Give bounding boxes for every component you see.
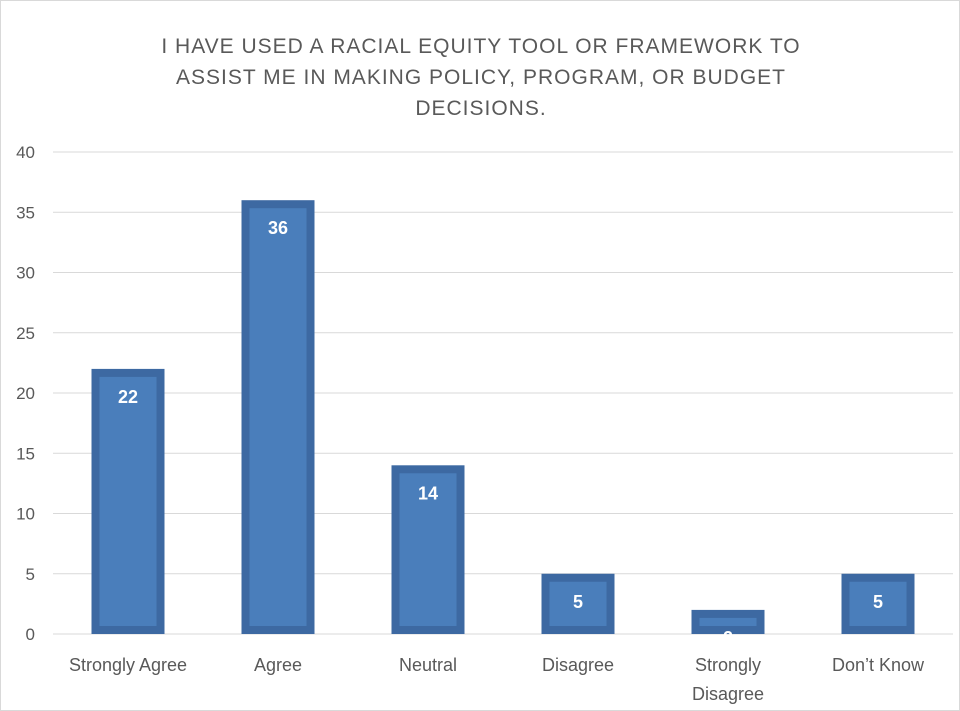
x-category-label: Neutral [399,655,457,675]
bar [241,200,315,634]
chart-title-line: DECISIONS. [415,97,547,120]
data-label: 5 [573,592,583,612]
bar [541,573,615,634]
data-label: 22 [118,387,138,407]
x-category-label: Disagree [542,655,614,675]
y-tick-label: 40 [16,143,35,162]
x-category-label: Strongly [695,655,761,675]
y-tick-label: 5 [26,565,35,584]
data-label: 5 [873,592,883,612]
y-tick-label: 20 [16,384,35,403]
x-category-label: Strongly Agree [69,655,187,675]
data-label: 36 [268,218,288,238]
bars [91,200,915,635]
data-label: 14 [418,483,438,503]
y-tick-label: 15 [16,444,35,463]
bar [391,465,465,634]
y-tick-label: 25 [16,324,35,343]
chart-title-line: ASSIST ME IN MAKING POLICY, PROGRAM, OR … [176,66,786,89]
x-category-label: Disagree [692,684,764,704]
bar [841,573,915,634]
x-category-label: Don’t Know [832,655,925,675]
y-tick-label: 35 [16,203,35,222]
data-label: 2 [723,628,733,648]
chart-title: I HAVE USED A RACIAL EQUITY TOOL OR FRAM… [1,31,960,124]
y-axis-tick-labels: 0 5 10 15 20 25 30 35 40 [16,143,35,644]
y-tick-label: 30 [16,264,35,283]
x-category-label: Agree [254,655,302,675]
chart-title-line: I HAVE USED A RACIAL EQUITY TOOL OR FRAM… [161,35,801,58]
gridlines [53,151,953,635]
y-tick-label: 10 [16,505,35,524]
bar [91,368,165,634]
bar [691,609,765,635]
data-labels: 22 36 14 5 2 5 [118,218,883,648]
x-axis-category-labels: Strongly Agree Agree Neutral Disagree Strong… [69,655,925,704]
y-tick-label: 0 [26,625,35,644]
